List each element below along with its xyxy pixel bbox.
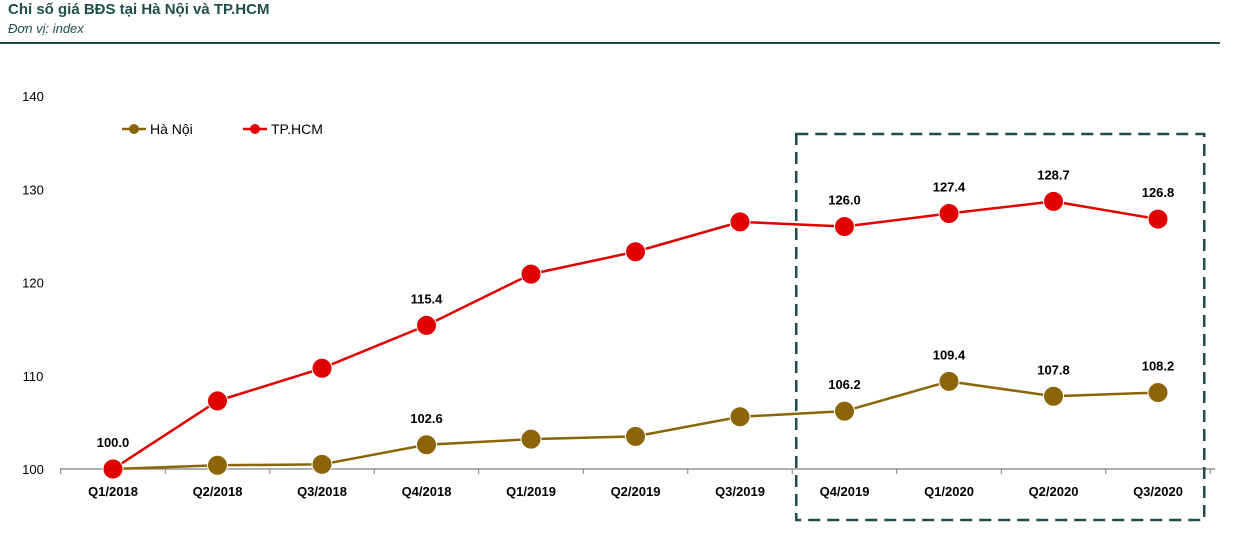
y-tick-label: 120 bbox=[22, 276, 44, 291]
data-label: 115.4 bbox=[411, 291, 444, 306]
data-point-ha-noi bbox=[834, 400, 855, 422]
highlight-box bbox=[795, 132, 1206, 522]
data-point-tp-hcm bbox=[834, 216, 855, 238]
y-tick-label: 100 bbox=[22, 462, 44, 477]
data-label: 106.2 bbox=[828, 377, 861, 392]
legend-label: Hà Nội bbox=[150, 121, 193, 137]
x-tick-label: Q1/2018 bbox=[88, 484, 138, 499]
data-point-tp-hcm bbox=[311, 357, 333, 379]
legend-marker bbox=[129, 124, 139, 134]
y-tick-label: 110 bbox=[23, 369, 44, 384]
legend-marker bbox=[250, 124, 260, 134]
data-label: 108.2 bbox=[1142, 359, 1175, 374]
x-tick-label: Q2/2020 bbox=[1029, 484, 1079, 499]
data-point-ha-noi bbox=[311, 453, 333, 475]
data-point-ha-noi bbox=[625, 425, 646, 447]
data-point-ha-noi bbox=[416, 434, 437, 456]
y-tick-label: 130 bbox=[22, 182, 44, 197]
data-point-tp-hcm bbox=[1043, 190, 1064, 212]
data-point-tp-hcm bbox=[1147, 208, 1169, 230]
data-point-ha-noi bbox=[1043, 385, 1064, 407]
data-label: 107.8 bbox=[1037, 362, 1070, 377]
data-point-ha-noi bbox=[729, 406, 751, 428]
series-line-ha-noi bbox=[112, 380, 1159, 471]
data-label: 100.0 bbox=[97, 435, 130, 450]
data-label: 128.7 bbox=[1037, 167, 1070, 182]
data-point-tp-hcm bbox=[102, 458, 124, 480]
chart-subtitle: Đơn vị: index bbox=[8, 21, 84, 36]
data-point-tp-hcm bbox=[729, 211, 751, 233]
x-tick-label: Q4/2019 bbox=[820, 484, 870, 499]
data-label: 102.6 bbox=[410, 411, 443, 426]
data-label: 126.0 bbox=[828, 193, 861, 208]
data-point-ha-noi bbox=[520, 428, 542, 450]
legend-label: TP.HCM bbox=[271, 121, 323, 137]
data-point-ha-noi bbox=[1147, 382, 1169, 404]
chart-title: Chỉ số giá BĐS tại Hà Nội và TP.HCM bbox=[8, 1, 270, 18]
x-tick-label: Q3/2019 bbox=[715, 484, 765, 499]
x-tick-label: Q1/2020 bbox=[924, 484, 974, 499]
data-point-tp-hcm bbox=[416, 314, 437, 336]
data-label: 126.8 bbox=[1142, 185, 1175, 200]
data-point-tp-hcm bbox=[520, 263, 542, 285]
x-tick-label: Q4/2018 bbox=[402, 484, 452, 499]
x-tick-label: Q1/2019 bbox=[506, 484, 556, 499]
x-tick-label: Q3/2018 bbox=[297, 484, 347, 499]
y-tick-label: 140 bbox=[22, 89, 44, 104]
data-label: 127.4 bbox=[933, 179, 966, 194]
data-point-tp-hcm bbox=[207, 390, 228, 412]
data-point-tp-hcm bbox=[938, 202, 960, 224]
data-point-ha-noi bbox=[938, 370, 960, 392]
title-divider bbox=[0, 42, 1220, 44]
x-tick-label: Q3/2020 bbox=[1133, 484, 1183, 499]
data-point-ha-noi bbox=[207, 454, 228, 476]
x-tick-label: Q2/2018 bbox=[193, 484, 243, 499]
data-label: 109.4 bbox=[933, 347, 966, 362]
x-tick-label: Q2/2019 bbox=[611, 484, 661, 499]
data-point-tp-hcm bbox=[625, 241, 646, 263]
